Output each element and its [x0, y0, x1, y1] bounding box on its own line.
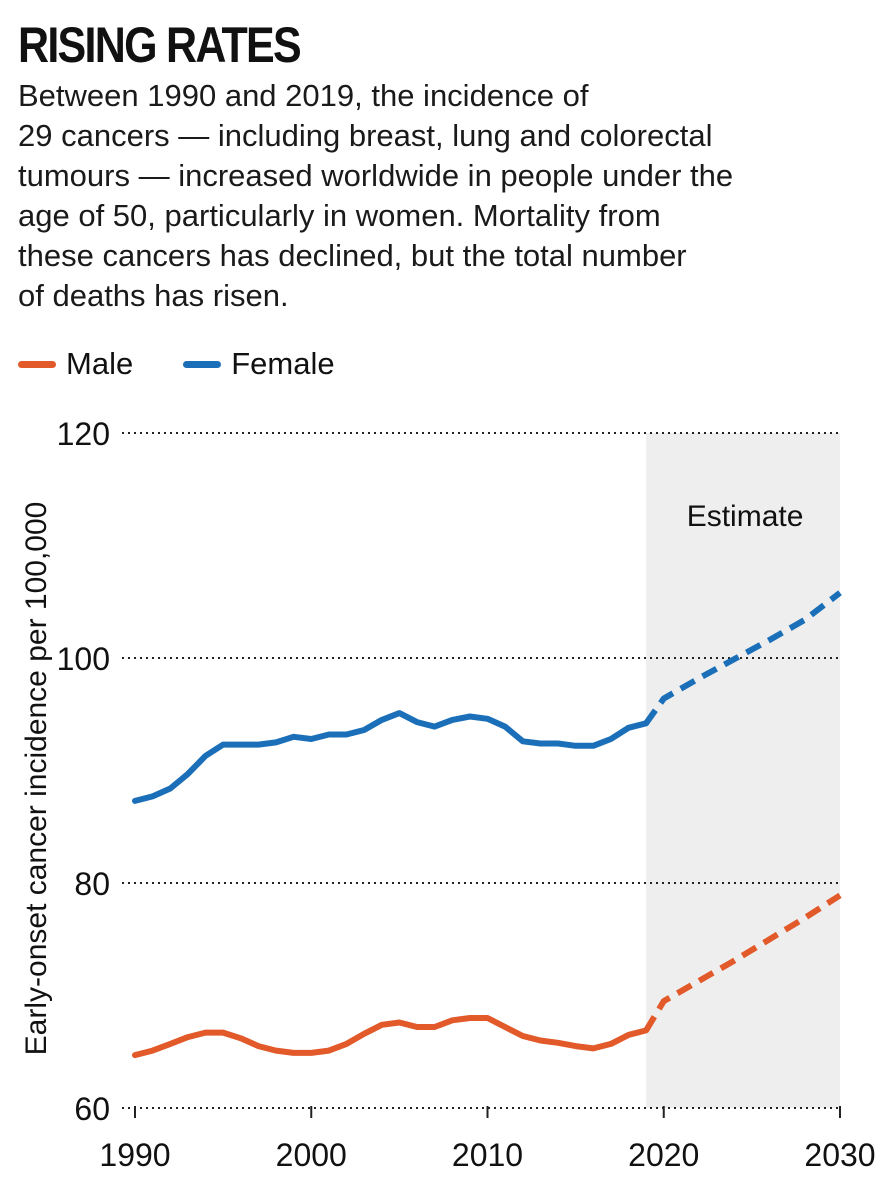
series-line-female: [132, 710, 650, 804]
legend-label-female: Female: [231, 346, 335, 381]
estimate-region: [646, 433, 840, 1108]
y-tick-label: 60: [74, 1091, 110, 1127]
subtitle-line: these cancers has declined, but the tota…: [18, 238, 687, 273]
series-estimate-line-male: [643, 892, 842, 1032]
series-line-male: [132, 1015, 650, 1059]
subtitle-line: Between 1990 and 2019, the incidence of: [18, 78, 589, 113]
legend-swatch-male: [18, 360, 56, 368]
estimate-label: Estimate: [687, 500, 804, 533]
legend-item-female: Female: [183, 346, 335, 382]
subtitle-line: 29 cancers — including breast, lung and …: [18, 118, 713, 153]
y-tick-label: 80: [74, 866, 110, 902]
y-tick-label: 120: [57, 416, 110, 452]
legend-item-male: Male: [18, 346, 133, 382]
x-tick-label: 2030: [804, 1137, 875, 1173]
subtitle-line: age of 50, particularly in women. Mortal…: [18, 198, 661, 233]
x-tick-label: 2010: [452, 1137, 523, 1173]
x-tick-label: 1990: [99, 1137, 170, 1173]
legend-label-male: Male: [66, 346, 134, 381]
legend: Male Female: [18, 344, 335, 384]
series-estimate-line-female: [643, 590, 842, 726]
legend-swatch-female: [183, 360, 222, 368]
chart-title: RISING RATES: [18, 17, 302, 73]
y-axis-label: Early-onset cancer incidence per 100,000: [20, 502, 53, 1056]
subtitle-line: tumours — increased worldwide in people …: [18, 158, 734, 193]
chart-subtitle: Between 1990 and 2019, the incidence of …: [18, 76, 868, 316]
subtitle-line: of deaths has risen.: [18, 278, 289, 313]
x-tick-label: 2000: [276, 1137, 347, 1173]
y-tick-label: 100: [57, 641, 110, 677]
x-tick-label: 2020: [628, 1137, 699, 1173]
